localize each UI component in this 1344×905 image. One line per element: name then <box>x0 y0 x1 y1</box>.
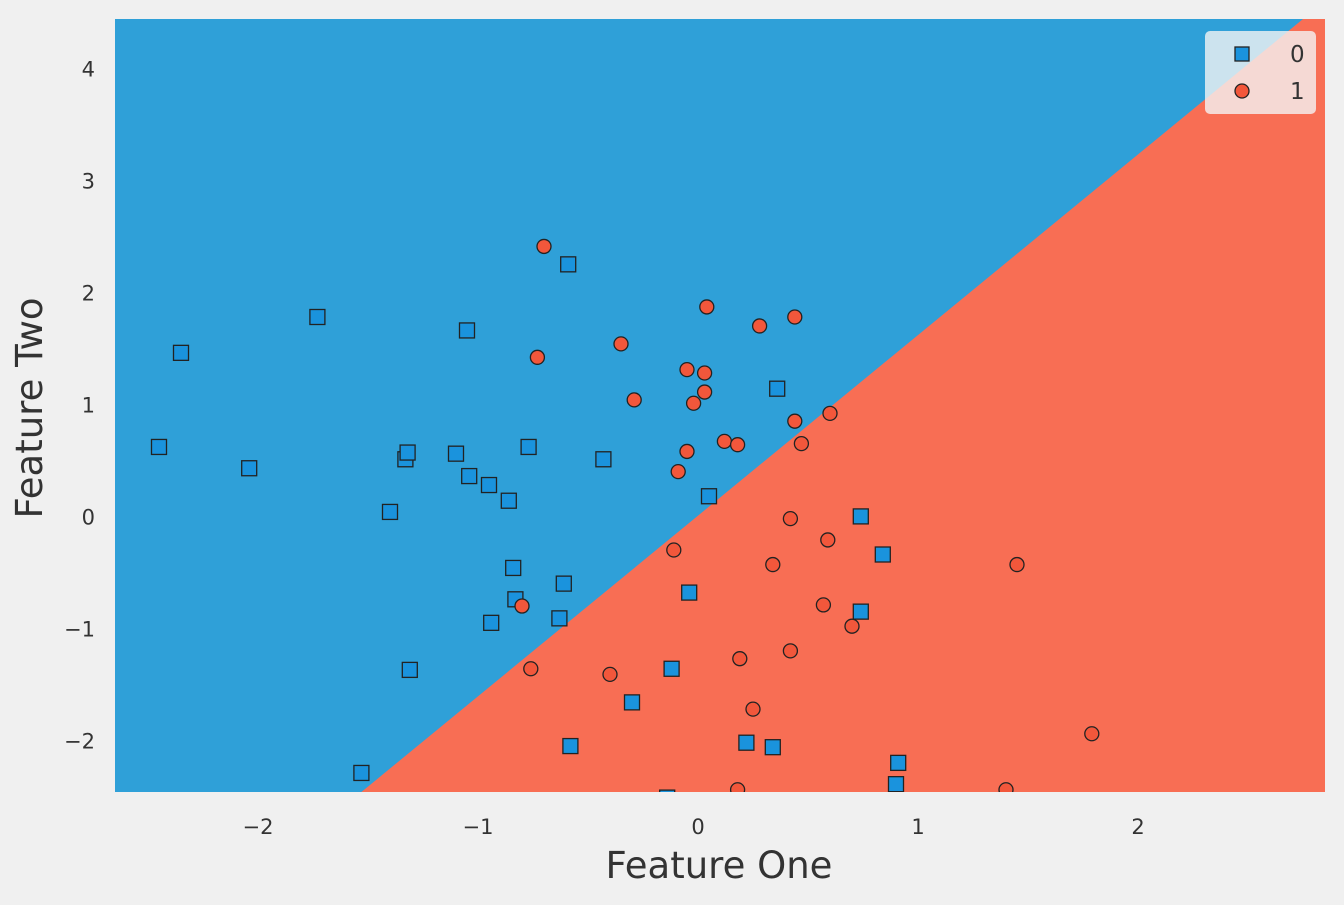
legend-label: 0 <box>1290 42 1305 68</box>
class-1-region <box>361 19 1325 792</box>
class-0-square-marker <box>659 789 676 792</box>
class-0-square-marker <box>241 460 258 477</box>
legend-square-marker <box>1234 46 1250 62</box>
class-0-square-marker <box>461 467 478 485</box>
class-1-circle-marker <box>815 597 832 613</box>
class-1-circle-marker <box>529 349 546 365</box>
y-tick-label: 1 <box>82 394 95 418</box>
class-0-square-marker <box>681 584 698 601</box>
class-0-square-marker <box>769 380 786 397</box>
class-1-circle-marker <box>1084 726 1100 742</box>
class-0-square-marker <box>172 344 190 361</box>
scatter-markers <box>150 238 1100 792</box>
class-0-square-marker <box>764 739 781 756</box>
y-tick-label: 3 <box>82 169 95 193</box>
class-1-circle-marker <box>782 510 799 527</box>
class-0-square-marker <box>663 660 680 677</box>
y-tick-label: 0 <box>82 506 95 530</box>
class-1-circle-marker <box>666 542 682 558</box>
class-1-circle-marker <box>696 365 713 381</box>
class-0-square-marker <box>595 451 612 468</box>
class-1-circle-marker <box>745 701 761 717</box>
x-tick-label: 0 <box>691 815 704 839</box>
class-0-square-marker <box>399 444 416 461</box>
class-1-circle-marker <box>729 437 746 453</box>
x-tick-label: −2 <box>243 815 274 839</box>
class-1-circle-marker <box>523 661 539 677</box>
class-0-square-marker <box>700 488 718 505</box>
class-1-circle-marker <box>685 395 702 411</box>
y-tick-label: −2 <box>64 730 95 754</box>
class-1-circle-marker <box>787 309 803 325</box>
class-0-square-marker <box>447 445 465 462</box>
x-tick-label: 1 <box>911 815 924 839</box>
class-1-circle-marker <box>602 666 618 683</box>
class-1-circle-marker <box>699 299 715 315</box>
class-0-square-marker <box>874 546 891 563</box>
x-tick-label: 2 <box>1131 815 1144 839</box>
class-1-circle-marker <box>751 318 768 334</box>
class-0-square-marker <box>560 256 577 273</box>
class-0-square-marker <box>520 438 537 456</box>
class-1-circle-marker <box>626 392 642 408</box>
class-1-circle-marker <box>679 362 695 378</box>
class-0-square-marker <box>562 737 579 755</box>
class-1-circle-marker <box>1009 556 1025 573</box>
class-1-circle-marker <box>765 556 781 573</box>
class-0-square-marker <box>623 694 641 711</box>
legend-circle-marker <box>1234 83 1250 99</box>
class-1-circle-marker <box>793 435 810 452</box>
class-1-circle-marker <box>716 433 733 449</box>
legend-label: 1 <box>1290 79 1305 105</box>
legend-box <box>1205 31 1316 114</box>
class-0-square-marker <box>890 754 907 772</box>
class-1-circle-marker <box>998 782 1014 792</box>
x-tick-label: −1 <box>463 815 494 839</box>
class-1-circle-marker <box>729 782 746 792</box>
class-0-square-marker <box>150 438 168 456</box>
class-0-square-marker <box>483 614 500 631</box>
class-1-circle-marker <box>696 384 713 400</box>
class-0-square-marker <box>887 776 905 792</box>
legend: 01 <box>1205 31 1316 114</box>
y-axis-ticks: −2 −1 0 1 2 3 4 <box>64 57 95 753</box>
class-1-circle-marker <box>514 598 530 614</box>
class-1-circle-marker <box>820 532 836 548</box>
class-0-square-marker <box>309 308 326 326</box>
class-0-square-marker <box>852 508 869 525</box>
class-0-square-marker <box>505 559 522 577</box>
class-1-circle-marker <box>679 443 695 460</box>
class-1-circle-marker <box>782 643 799 659</box>
class-1-circle-marker <box>732 651 748 667</box>
class-0-square-marker <box>480 476 498 494</box>
class-1-circle-marker <box>536 238 552 255</box>
class-1-circle-marker <box>613 336 629 352</box>
x-axis-label: Feature One <box>606 844 833 887</box>
class-0-square-marker <box>381 503 399 521</box>
class-0-square-marker <box>555 575 572 592</box>
class-0-square-marker <box>852 603 869 620</box>
y-axis-label: Feature Two <box>8 298 51 519</box>
class-1-circle-marker <box>844 618 860 634</box>
class-0-square-marker <box>353 764 370 782</box>
class-0-square-marker <box>551 610 568 627</box>
class-0-square-marker <box>458 322 476 339</box>
x-axis-ticks: −2 −1 0 1 2 <box>243 815 1145 839</box>
class-1-circle-marker <box>787 413 803 429</box>
class-0-square-marker <box>401 661 418 679</box>
class-1-circle-marker <box>822 405 838 421</box>
class-0-square-marker <box>738 734 755 751</box>
y-tick-label: 4 <box>82 57 95 81</box>
y-tick-label: −1 <box>64 618 95 642</box>
class-0-square-marker <box>500 492 517 509</box>
class-1-circle-marker <box>670 463 686 480</box>
y-tick-label: 2 <box>82 281 95 305</box>
